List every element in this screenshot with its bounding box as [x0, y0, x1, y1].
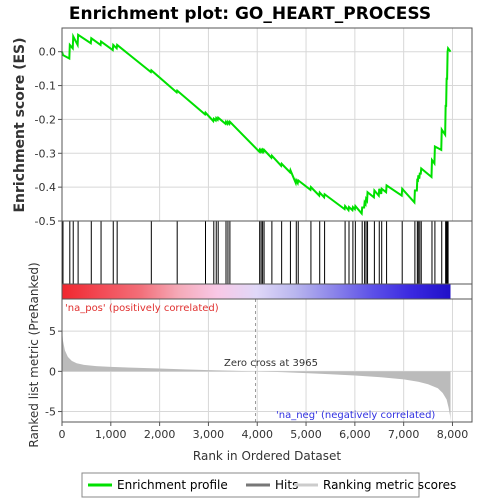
es-y-tick-label: -0.5	[35, 215, 56, 228]
legend-enrichment-label: Enrichment profile	[117, 478, 228, 492]
ranking-metric-area	[62, 329, 451, 422]
legend: Enrichment profile Hits Ranking metric s…	[81, 472, 456, 498]
x-tick-label: 3,000	[193, 428, 225, 441]
legend-ranking-label: Ranking metric scores	[323, 478, 456, 492]
positive-correlated-label: 'na_pos' (positively correlated)	[65, 303, 219, 314]
es-y-tick-label: -0.2	[35, 113, 56, 126]
x-axis-ticks: 0 1,000 2,000 3,000 4,000 5,000 6,000 7,000 8,00…	[59, 422, 469, 441]
ranked-grid	[61, 299, 472, 422]
x-tick-label: 1,000	[95, 428, 127, 441]
ranked-panel-border	[61, 298, 473, 423]
x-axis-title: Rank in Ordered Dataset	[193, 449, 341, 463]
x-tick-label: 4,000	[241, 428, 273, 441]
x-tick-label: 6,000	[339, 428, 371, 441]
ranked-y-tick-label: 0	[49, 365, 56, 378]
ranked-panel: 50-5 'na_pos' (positively correlated) 'n…	[27, 262, 473, 448]
x-tick-label: 8,000	[437, 428, 469, 441]
ranked-y-ticks: 5 0 -5	[45, 325, 62, 419]
ranked-axis-title: Ranked list metric (PreRanked)	[27, 262, 41, 447]
negative-correlated-label: 'na_neg' (negatively correlated)	[276, 410, 435, 421]
es-panel: 0.0 -0.1 -0.2 -0.3 -0.4 -0.5 Enrichment score…	[12, 27, 473, 228]
x-tick-label: 7,000	[388, 428, 420, 441]
enrichment-profile-line	[61, 32, 452, 217]
es-panel-background	[62, 28, 472, 221]
hits-panel	[61, 220, 473, 285]
chart-title: Enrichment plot: GO_HEART_PROCESS	[69, 4, 431, 24]
es-y-tick-label: -0.4	[35, 181, 56, 194]
hit-markers	[62, 221, 449, 284]
zero-cross-label: Zero cross at 3965	[224, 358, 318, 369]
x-tick-label: 0	[59, 428, 66, 441]
color-bar	[62, 284, 472, 299]
es-y-tick-label: 0.0	[39, 46, 57, 59]
hits-panel-background	[62, 221, 472, 284]
ranked-y-tick-label: -5	[45, 406, 56, 419]
es-y-tick-label: -0.3	[35, 147, 56, 160]
x-tick-label: 5,000	[290, 428, 322, 441]
es-y-ticks: 0.0 -0.1 -0.2 -0.3 -0.4 -0.5	[35, 46, 62, 228]
es-x-grid	[61, 28, 453, 221]
legend-hits-label: Hits	[275, 478, 298, 492]
es-axis-title: Enrichment score (ES)	[12, 37, 28, 212]
ranked-y-tick-label: 5	[49, 325, 56, 338]
ranking-color-bar	[61, 283, 473, 300]
x-tick-label: 2,000	[144, 428, 176, 441]
es-y-tick-label: -0.1	[35, 80, 56, 93]
